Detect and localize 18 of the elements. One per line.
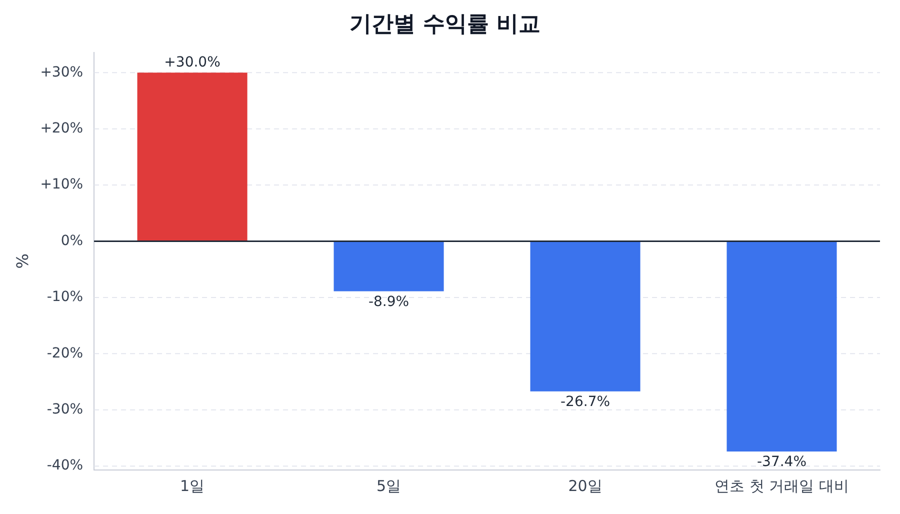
x-tick-label: 5일 (376, 476, 402, 495)
x-tick-label: 20일 (568, 476, 602, 495)
data-label: +30.0% (164, 54, 220, 70)
data-label: -26.7% (560, 394, 610, 410)
y-tick-label: -30% (46, 402, 84, 418)
x-tick-label: 연초 첫 거래일 대비 (714, 476, 849, 495)
y-tick-label: -40% (46, 458, 84, 474)
data-label: -8.9% (368, 294, 410, 310)
data-label: -37.4% (756, 454, 807, 470)
x-tick-label: 1일 (180, 476, 205, 495)
y-tick-label: +20% (40, 120, 84, 136)
y-axis-title: % (12, 254, 32, 269)
y-tick-label: +30% (40, 64, 84, 80)
y-tick-label: +10% (40, 176, 84, 193)
y-tick-label: -20% (46, 345, 84, 362)
y-tick-label: 0% (60, 232, 84, 249)
chart-title: 기간별 수익률 비교 (349, 12, 541, 37)
y-tick-label: -10% (46, 289, 84, 306)
